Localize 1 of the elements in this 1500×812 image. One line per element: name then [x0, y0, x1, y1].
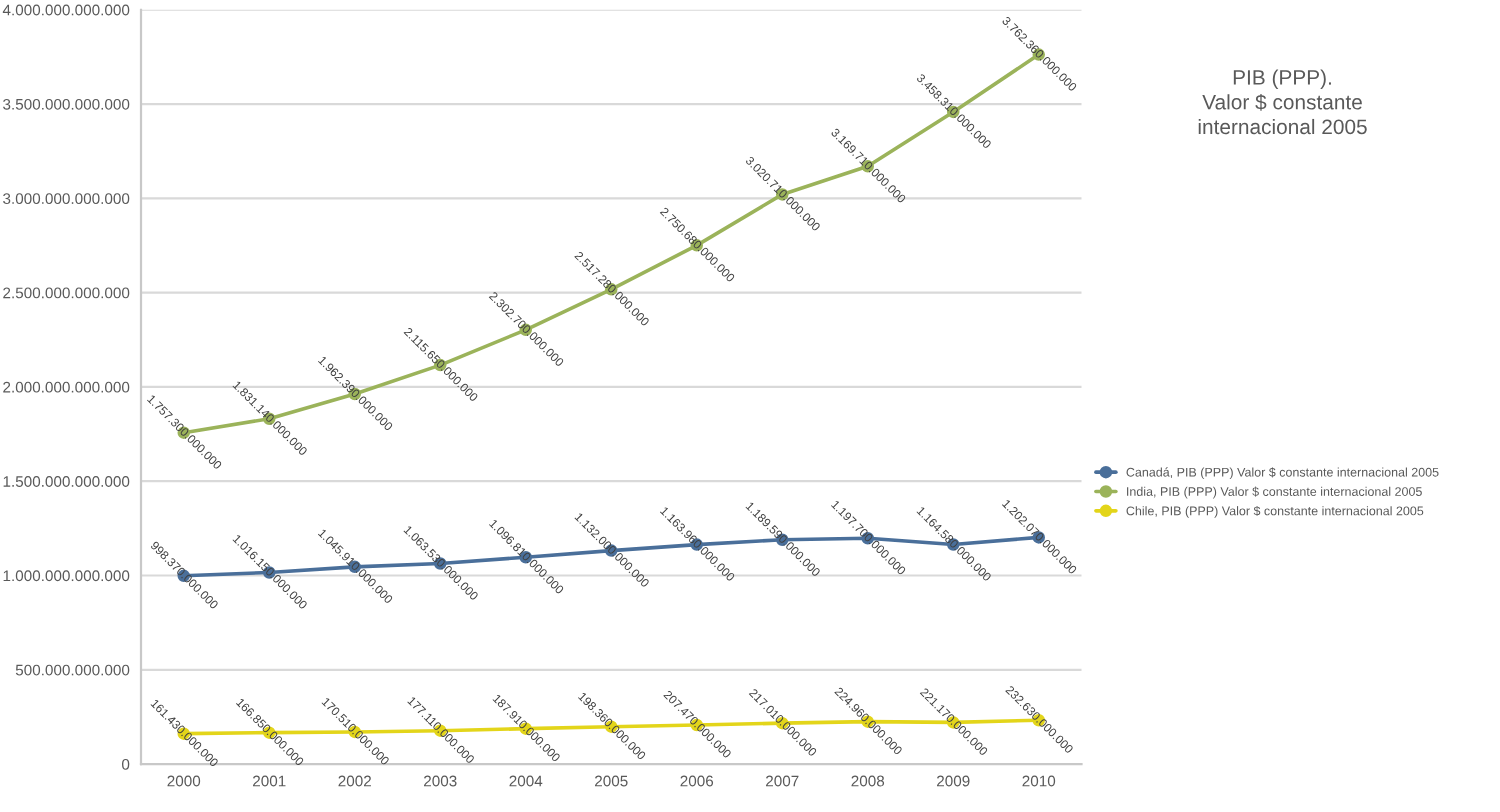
text: PIB (PPP). Valor $ constante internacional 2005 — [1198, 69, 1367, 135]
